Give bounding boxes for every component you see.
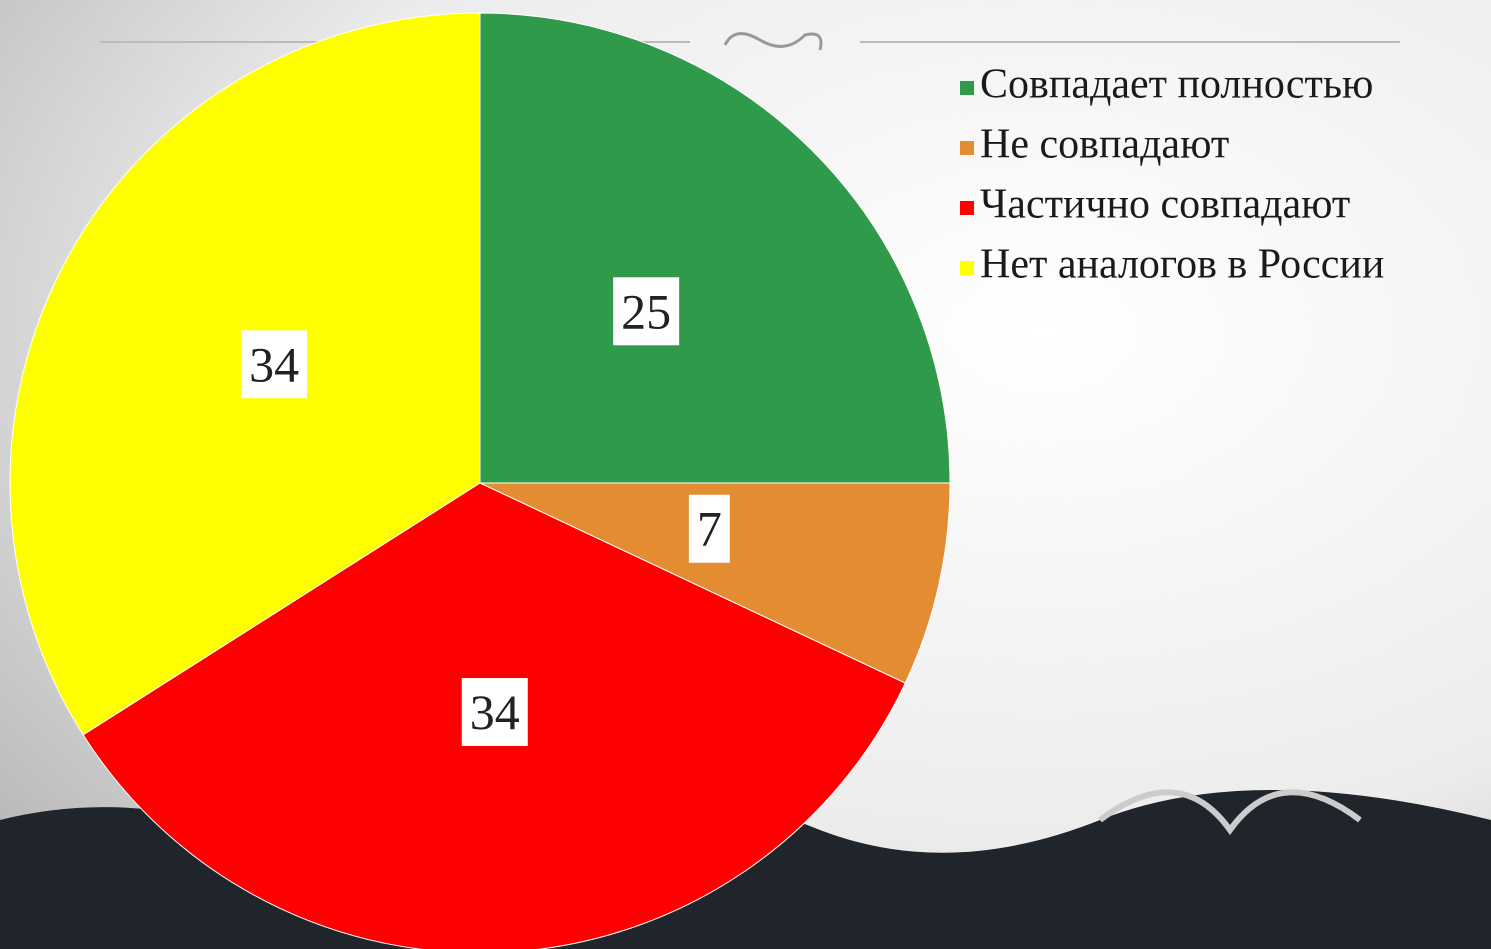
legend-label: Не совпадают xyxy=(980,122,1229,168)
data-label-group: 34 xyxy=(241,330,307,398)
data-label: 34 xyxy=(249,336,299,392)
data-label-group: 34 xyxy=(462,678,528,746)
legend-swatch xyxy=(960,261,974,275)
legend-swatch xyxy=(960,201,974,215)
data-label: 34 xyxy=(470,684,520,740)
data-label: 25 xyxy=(621,283,671,339)
slide: 25 7 34 34 Совпадает полностью Не совпадают Ч… xyxy=(0,0,1491,949)
legend-label: Нет аналогов в России xyxy=(980,242,1384,288)
legend-label: Совпадает полностью xyxy=(980,62,1373,108)
legend-swatch xyxy=(960,81,974,95)
pie: 25 7 34 34 xyxy=(10,13,950,949)
data-label-group: 25 xyxy=(613,277,679,345)
data-label-group: 7 xyxy=(689,495,730,563)
legend-swatch xyxy=(960,141,974,155)
legend-label: Частично совпадают xyxy=(980,182,1350,228)
data-label: 7 xyxy=(697,501,722,557)
